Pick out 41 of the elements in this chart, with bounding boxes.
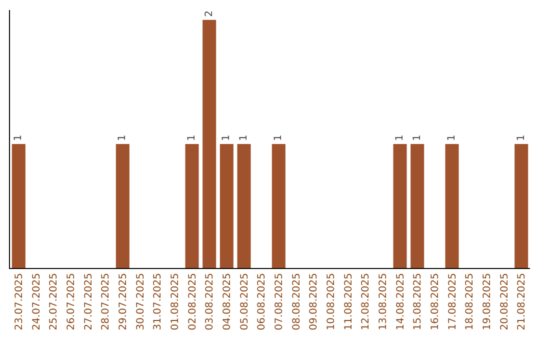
data-label: 1 bbox=[516, 134, 527, 141]
x-tick-label: 23.07.2025 bbox=[14, 273, 25, 330]
x-tick-label: 07.08.2025 bbox=[274, 273, 285, 330]
data-label: 1 bbox=[238, 134, 250, 141]
data-label: 1 bbox=[273, 134, 284, 141]
data-label: 1 bbox=[394, 134, 406, 141]
x-tick-label: 19.08.2025 bbox=[482, 273, 493, 330]
data-label: 1 bbox=[446, 134, 458, 141]
x-tick-label: 21.08.2025 bbox=[516, 273, 528, 330]
x-tick-label: 16.08.2025 bbox=[430, 273, 441, 330]
data-label: 1 bbox=[186, 134, 198, 141]
x-tick-label: 27.07.2025 bbox=[83, 273, 94, 330]
data-label: 1 bbox=[117, 134, 128, 141]
x-tick-label: 15.08.2025 bbox=[412, 273, 424, 330]
x-tick-label: 13.08.2025 bbox=[378, 273, 389, 330]
x-tick-label: 05.08.2025 bbox=[239, 273, 250, 330]
x-tick-label: 30.07.2025 bbox=[135, 273, 146, 330]
x-tick-label: 08.08.2025 bbox=[291, 273, 302, 330]
x-tick-label: 17.08.2025 bbox=[447, 273, 458, 330]
x-tick-label: 29.07.2025 bbox=[118, 273, 129, 330]
data-label: 2 bbox=[204, 10, 215, 17]
x-tick-label: 06.08.2025 bbox=[256, 273, 268, 330]
data-label: 1 bbox=[221, 134, 232, 141]
x-tick-label: 25.07.2025 bbox=[48, 273, 60, 330]
x-tick-label: 28.07.2025 bbox=[100, 273, 112, 330]
x-tick-label: 18.08.2025 bbox=[464, 273, 476, 330]
x-tick-label: 10.08.2025 bbox=[326, 273, 337, 330]
x-tick-label: 02.08.2025 bbox=[187, 273, 198, 330]
x-tick-label: 24.07.2025 bbox=[31, 273, 42, 330]
data-label: 1 bbox=[412, 134, 423, 141]
x-tick-label: 14.08.2025 bbox=[395, 273, 406, 330]
x-tick-label: 04.08.2025 bbox=[222, 273, 233, 330]
x-tick-label: 03.08.2025 bbox=[204, 273, 216, 330]
x-tick-label: 20.08.2025 bbox=[499, 273, 510, 330]
x-tick-label: 26.07.2025 bbox=[66, 273, 77, 330]
x-tick-label: 31.07.2025 bbox=[152, 273, 164, 330]
x-tick-label: 01.08.2025 bbox=[170, 273, 181, 330]
x-tick-label: 12.08.2025 bbox=[360, 273, 372, 330]
x-tick-label: 11.08.2025 bbox=[343, 273, 354, 330]
x-tick-label: 09.08.2025 bbox=[308, 273, 320, 330]
data-label: 1 bbox=[13, 134, 24, 141]
